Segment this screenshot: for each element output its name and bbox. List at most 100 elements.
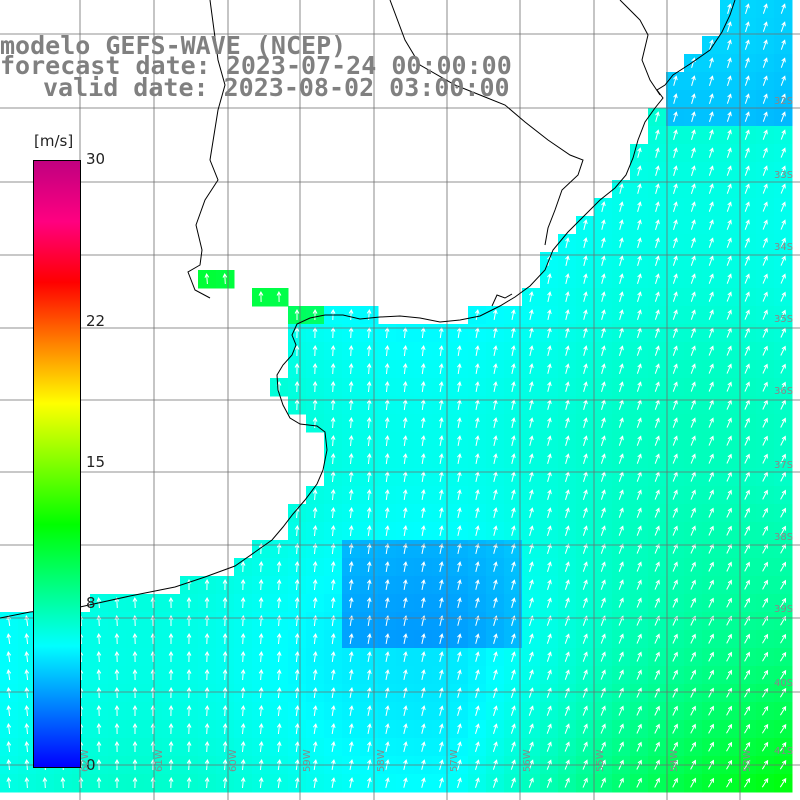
wind-arrow xyxy=(690,219,696,230)
wind-arrow xyxy=(402,362,408,375)
latitude-label: 36S xyxy=(774,386,794,397)
wind-arrow xyxy=(366,597,372,608)
wind-arrow xyxy=(385,705,390,716)
wind-arrow xyxy=(222,704,228,717)
wind-arrow xyxy=(186,740,192,753)
wind-arrow xyxy=(294,632,300,645)
wind-arrow xyxy=(761,705,769,716)
wind-arrow xyxy=(743,741,751,752)
wind-arrow xyxy=(294,741,300,752)
wind-arrow xyxy=(457,435,462,446)
wind-arrow xyxy=(690,237,696,248)
wind-arrow xyxy=(510,741,516,752)
wind-arrow xyxy=(240,632,246,645)
wind-arrow xyxy=(114,776,120,788)
wind-arrow xyxy=(330,669,336,680)
longitude-label: 54W xyxy=(669,749,680,772)
wind-arrow xyxy=(421,453,426,464)
wind-arrow xyxy=(637,147,642,158)
wind-arrow xyxy=(690,345,696,356)
wind-arrow xyxy=(403,579,408,590)
wind-arrow xyxy=(673,93,678,104)
wind-arrow xyxy=(691,147,696,158)
wind-arrow xyxy=(708,147,714,158)
wind-arrow xyxy=(744,147,750,158)
wind-arrow xyxy=(6,686,12,699)
wind-arrow xyxy=(619,381,624,392)
wind-arrow xyxy=(726,777,733,788)
wind-arrow xyxy=(672,651,678,662)
colorbar-tick-label: 15 xyxy=(86,453,106,471)
wind-arrow xyxy=(654,525,660,536)
wind-arrow xyxy=(421,525,426,536)
wind-arrow xyxy=(690,507,696,518)
wind-arrow xyxy=(600,543,606,554)
wind-arrow xyxy=(762,597,768,608)
wind-arrow xyxy=(384,362,390,375)
wind-arrow xyxy=(762,93,768,104)
wind-arrow xyxy=(528,705,534,716)
wind-arrow xyxy=(96,632,102,645)
wind-arrow xyxy=(583,453,588,464)
wind-arrow xyxy=(744,255,750,266)
wind-arrow xyxy=(762,525,768,536)
wind-arrow xyxy=(349,687,354,698)
wind-arrow xyxy=(780,57,786,68)
wind-arrow xyxy=(547,507,552,518)
wind-arrow xyxy=(457,543,462,555)
wind-arrow xyxy=(673,129,678,140)
wind-arrow xyxy=(654,777,660,788)
wind-arrow xyxy=(654,723,660,734)
wind-arrow xyxy=(96,722,102,735)
wind-arrow xyxy=(367,777,372,789)
wind-arrow xyxy=(546,705,552,716)
wind-arrow xyxy=(690,597,696,608)
wind-arrow xyxy=(637,201,642,212)
wind-arrow xyxy=(493,561,498,572)
latitude-label: 35S xyxy=(774,314,794,325)
wind-arrow xyxy=(511,579,516,590)
wind-arrow xyxy=(312,632,318,645)
wind-arrow xyxy=(330,452,336,465)
wind-arrow xyxy=(510,705,516,716)
wind-arrow xyxy=(690,633,696,644)
wind-arrow xyxy=(168,740,174,753)
wind-arrow xyxy=(312,524,318,537)
wind-arrow xyxy=(690,525,696,536)
wind-arrow xyxy=(96,740,102,753)
wind-arrow xyxy=(726,651,732,662)
wind-arrow xyxy=(421,579,426,590)
wind-arrow xyxy=(528,741,534,752)
wind-arrow xyxy=(691,111,696,122)
coastline xyxy=(0,0,736,619)
wind-arrow xyxy=(439,687,444,698)
wind-arrow xyxy=(655,201,660,212)
wind-arrow xyxy=(690,417,696,428)
wind-arrow xyxy=(672,705,678,716)
wind-arrow xyxy=(493,597,498,608)
wind-arrow xyxy=(565,453,570,464)
wind-arrow xyxy=(547,309,552,321)
colorbar-tick-label: 8 xyxy=(86,594,96,613)
wind-arrow xyxy=(654,435,660,446)
wind-arrow xyxy=(475,489,480,501)
wind-arrow xyxy=(385,561,390,572)
wind-arrow xyxy=(330,651,336,662)
wind-arrow xyxy=(366,416,372,429)
wind-arrow xyxy=(690,453,696,464)
wind-arrow xyxy=(402,380,408,393)
wind-arrow xyxy=(294,668,300,681)
wind-arrow xyxy=(637,255,642,266)
wind-arrow xyxy=(762,489,768,500)
wind-arrow xyxy=(457,579,462,591)
wind-arrow xyxy=(744,723,751,734)
wind-arrow xyxy=(511,597,516,608)
wind-arrow xyxy=(475,777,480,788)
wind-arrow xyxy=(331,777,336,788)
wind-arrow xyxy=(114,650,120,663)
wind-arrow xyxy=(690,255,696,266)
wind-arrow xyxy=(780,111,786,122)
wind-arrow xyxy=(780,345,786,356)
wind-arrow xyxy=(222,578,228,591)
wind-arrow xyxy=(564,543,570,554)
